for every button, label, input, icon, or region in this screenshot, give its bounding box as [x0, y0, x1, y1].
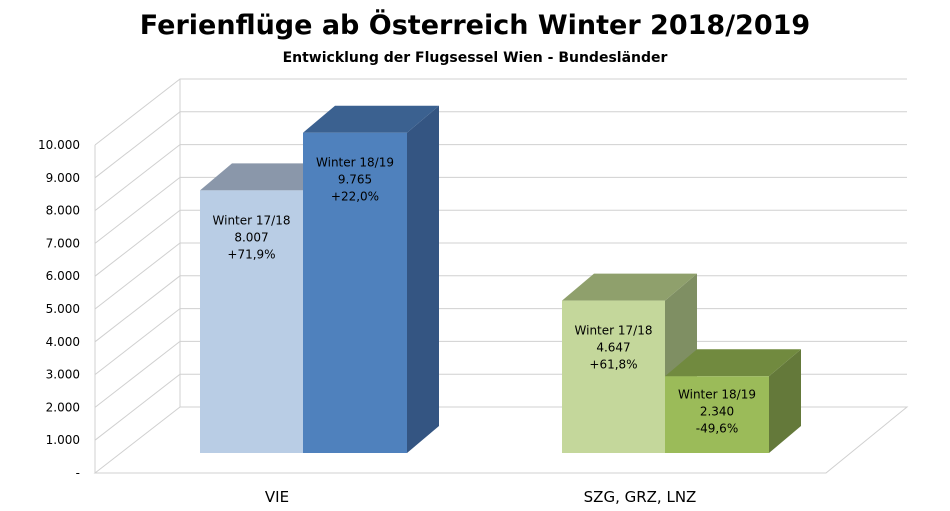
floor: [93, 406, 909, 474]
bar-data-label: +61,8%: [589, 358, 637, 372]
y-tick-label: 9.000: [46, 171, 80, 185]
y-tick-label: 2.000: [46, 400, 80, 414]
x-axis-categories: VIE SZG, GRZ, LNZ: [265, 488, 696, 506]
bar-top: [665, 349, 801, 377]
bar-top: [200, 163, 335, 191]
y-tick-label: 10.000: [38, 138, 80, 152]
y-tick-label: 6.000: [46, 269, 80, 283]
bar-front: [562, 300, 665, 453]
bar-data-label: Winter 17/18: [575, 324, 653, 338]
bar-side: [407, 105, 439, 453]
bar-data-label: -49,6%: [696, 422, 738, 436]
bar-top: [303, 105, 439, 133]
bar-side: [769, 349, 801, 453]
bar-data-label: 9.765: [338, 173, 372, 187]
y-tick-label: 4.000: [46, 335, 80, 349]
bar-data-label: 4.647: [596, 341, 630, 355]
bar-data-label: 2.340: [700, 405, 734, 419]
bar-top: [562, 273, 697, 301]
bar: Winter 18/19 9.765 +22,0%: [303, 105, 439, 453]
y-tick-label: -: [76, 466, 80, 480]
bar-front: [200, 190, 303, 453]
bars: Winter 17/18 8.007 +71,9% Winter 18/19 9.765…: [200, 105, 801, 453]
bar-data-label: Winter 18/19: [316, 156, 394, 170]
bar-front: [303, 132, 407, 453]
y-tick-label: 7.000: [46, 236, 80, 250]
chart-title: Ferienflüge ab Österreich Winter 2018/20…: [140, 8, 810, 41]
x-category-label: SZG, GRZ, LNZ: [584, 488, 697, 506]
bar-data-label: +22,0%: [331, 190, 379, 204]
bar-front: [665, 376, 769, 453]
y-tick-label: 5.000: [46, 302, 80, 316]
bar-data-label: Winter 17/18: [213, 213, 291, 227]
y-tick-label: 1.000: [46, 433, 80, 447]
x-category-label: VIE: [265, 488, 289, 506]
bar-data-label: Winter 18/19: [678, 388, 756, 402]
bar-data-label: +71,9%: [227, 247, 275, 261]
bar-data-label: 8.007: [234, 230, 268, 244]
y-tick-label: 3.000: [46, 368, 80, 382]
y-axis-ticks: - 1.000 2.000 3.000 4.000 5.000 6.000 7.000 8.00…: [38, 138, 80, 480]
y-tick-label: 8.000: [46, 204, 80, 218]
bar: Winter 18/19 2.340 -49,6%: [665, 349, 801, 453]
chart-walls: [93, 78, 909, 474]
chart-subtitle: Entwicklung der Flugsessel Wien - Bundes…: [283, 50, 668, 66]
